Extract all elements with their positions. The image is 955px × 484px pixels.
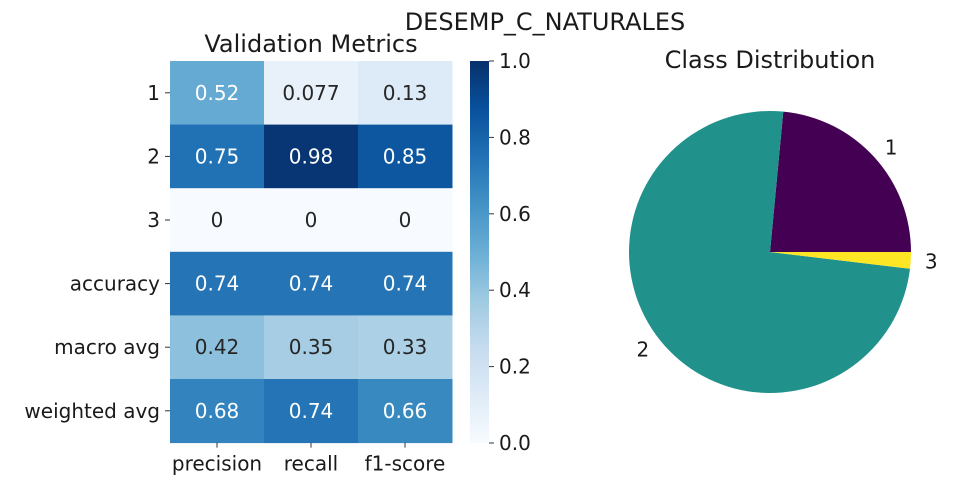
colorbar-tick-label: 0.8 xyxy=(499,125,531,149)
heatmap-cell xyxy=(170,61,265,126)
colorbar-tick-label: 0.2 xyxy=(499,355,531,379)
heatmap-panel: Validation Metrics 0.52 0.077 0.13 0.75 0.98… xyxy=(24,30,453,476)
row-label: 3 xyxy=(147,208,160,232)
heatmap-cell xyxy=(170,315,265,380)
heatmap-row-labels: 1 2 3 accuracy macro avg weighted avg xyxy=(24,81,170,423)
heatmap-cell-value: 0 xyxy=(399,208,412,232)
heatmap-cell-value: 0.85 xyxy=(383,144,428,168)
heatmap-cell-value: 0.74 xyxy=(289,272,334,296)
heatmap-cell-value: 0 xyxy=(211,208,224,232)
heatmap-col-labels: precision recall f1-score xyxy=(172,442,446,476)
heatmap-cell xyxy=(264,61,359,126)
row-label: accuracy xyxy=(70,272,160,296)
row-label: macro avg xyxy=(54,335,160,359)
heatmap-cell xyxy=(264,379,359,444)
figure-suptitle: DESEMP_C_NATURALES xyxy=(405,8,686,36)
heatmap-cell xyxy=(358,124,453,189)
heatmap-cell-value: 0.68 xyxy=(195,399,240,423)
heatmap-title: Validation Metrics xyxy=(204,30,417,58)
heatmap-cell xyxy=(170,379,265,444)
row-label: weighted avg xyxy=(24,399,160,423)
pie-panel: Class Distribution 1 2 3 xyxy=(629,46,938,394)
heatmap-cell xyxy=(264,315,359,380)
heatmap-cell-value: 0.66 xyxy=(383,399,428,423)
heatmap-cell xyxy=(170,124,265,189)
pie-slices xyxy=(629,111,911,394)
colorbar: 0.0 0.2 0.4 0.6 0.8 1.0 xyxy=(470,49,531,455)
row-label: 1 xyxy=(147,81,160,105)
heatmap-cell xyxy=(264,188,359,253)
heatmap-cell-value: 0.33 xyxy=(383,335,428,359)
colorbar-tick-label: 1.0 xyxy=(499,49,531,73)
heatmap-cell xyxy=(358,379,453,444)
heatmap-cell-value: 0 xyxy=(305,208,318,232)
heatmap-cell xyxy=(264,251,359,316)
colorbar-gradient xyxy=(470,61,489,443)
pie-slice xyxy=(629,111,910,394)
heatmap-cell xyxy=(358,188,453,253)
pie-slice-label: 3 xyxy=(925,249,938,273)
heatmap-cell-value: 0.42 xyxy=(195,335,240,359)
pie-slice xyxy=(770,252,911,269)
colorbar-ticks: 0.0 0.2 0.4 0.6 0.8 1.0 xyxy=(489,49,531,455)
pie-slice-label: 2 xyxy=(637,337,650,361)
column-label: f1-score xyxy=(365,452,446,476)
colorbar-tick-label: 0.0 xyxy=(499,431,531,455)
pie-title: Class Distribution xyxy=(665,46,876,74)
heatmap-cell xyxy=(170,251,265,316)
heatmap-cell-value: 0.75 xyxy=(195,144,240,168)
heatmap-cell-value: 0.52 xyxy=(195,81,240,105)
heatmap-cell xyxy=(264,124,359,189)
pie-slice xyxy=(770,111,911,252)
heatmap-cell-value: 0.077 xyxy=(282,81,339,105)
heatmap-cell xyxy=(358,61,453,126)
heatmap-cell xyxy=(358,315,453,380)
heatmap-cell-value: 0.35 xyxy=(289,335,334,359)
colorbar-tick-label: 0.6 xyxy=(499,202,531,226)
column-label: recall xyxy=(284,452,338,476)
heatmap-cell-value: 0.13 xyxy=(383,81,428,105)
heatmap-cell-value: 0.74 xyxy=(195,272,240,296)
heatmap-cell-value: 0.74 xyxy=(383,272,428,296)
colorbar-tick-label: 0.4 xyxy=(499,278,531,302)
column-label: precision xyxy=(172,452,262,476)
heatmap-cell xyxy=(170,188,265,253)
heatmap-cell-value: 0.98 xyxy=(289,144,334,168)
row-label: 2 xyxy=(147,144,160,168)
pie-labels: 1 2 3 xyxy=(637,136,938,362)
heatmap-cell xyxy=(358,251,453,316)
heatmap-cell-value: 0.74 xyxy=(289,399,334,423)
heatmap-cells: 0.52 0.077 0.13 0.75 0.98 0.85 0 0 0 0.74 0.74 0.74… xyxy=(170,61,453,444)
pie-slice-label: 1 xyxy=(885,136,898,160)
